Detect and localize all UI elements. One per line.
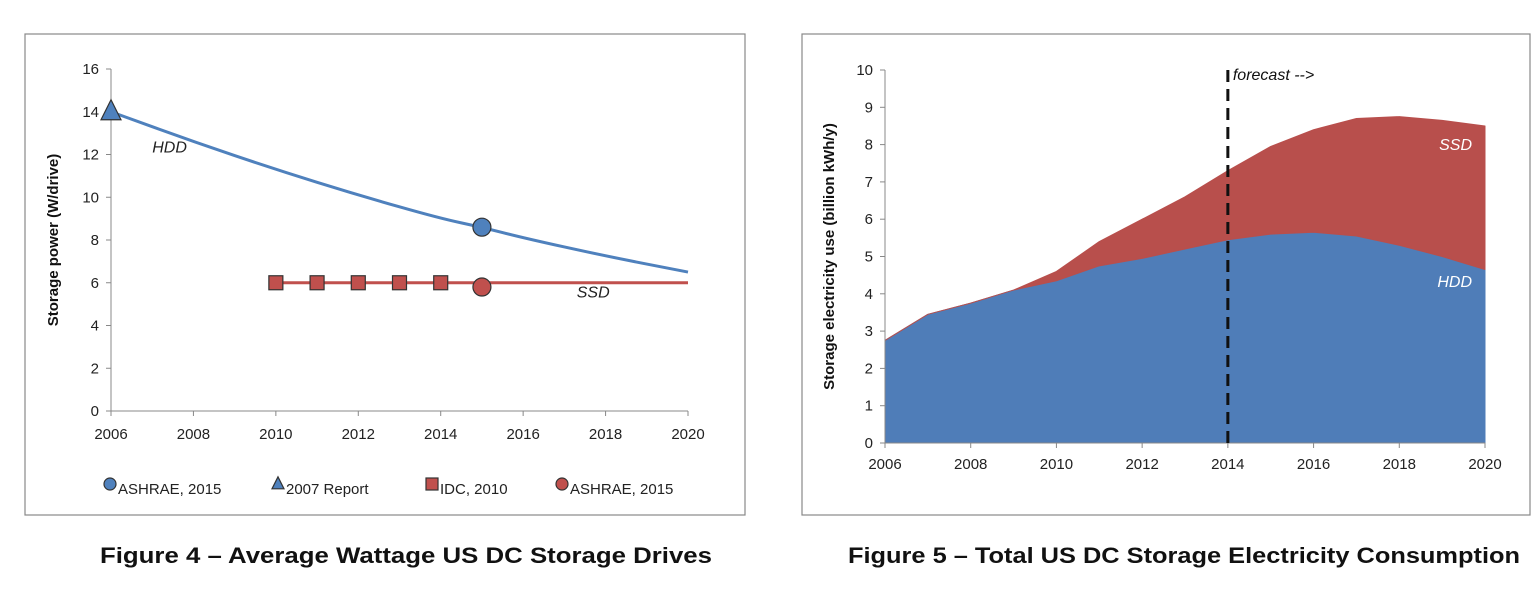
hdd-label: HDD xyxy=(152,139,187,156)
x-tick-label: 2018 xyxy=(589,426,622,443)
chart2-caption: Figure 5 – Total US DC Storage Electrici… xyxy=(848,543,1520,568)
y-tick-label: 2 xyxy=(865,360,873,377)
y-tick-label: 7 xyxy=(865,174,873,191)
x-tick-label: 2012 xyxy=(342,426,375,443)
x-tick-label: 2012 xyxy=(1125,456,1158,473)
y-tick-label: 8 xyxy=(91,232,99,249)
line-hdd xyxy=(110,110,689,274)
x-tick-label: 2018 xyxy=(1383,456,1416,473)
y-axis-label: Storage power (W/drive) xyxy=(45,154,62,327)
chart2: 2006 2008 2010 2012 2014 2016 2018 2020 0 1 2 3 4 5 6 7… xyxy=(821,62,1502,473)
legend-label: 2007 Report xyxy=(286,481,369,498)
y-tick-label: 8 xyxy=(865,137,873,154)
data-point-square xyxy=(433,275,449,291)
area-ssd xyxy=(884,116,1486,341)
y-tick-label: 9 xyxy=(865,99,873,116)
x-tick-label: 2006 xyxy=(868,456,901,473)
x-tick-label: 2008 xyxy=(954,456,987,473)
x-tick-label: 2014 xyxy=(424,426,457,443)
x-tick-label: 2008 xyxy=(177,426,210,443)
legend-marker-circle xyxy=(103,477,117,491)
hdd-label: HDD xyxy=(1437,274,1472,291)
x-tick-label: 2016 xyxy=(506,426,539,443)
legend-item: 2007 Report xyxy=(271,475,369,498)
forecast-label: forecast --> xyxy=(1233,67,1314,84)
x-tick-label: 2010 xyxy=(259,426,292,443)
y-tick-label: 16 xyxy=(82,61,99,78)
data-point-square xyxy=(309,275,325,291)
y-tick-label: 6 xyxy=(91,275,99,292)
x-tick-label: 2014 xyxy=(1211,456,1244,473)
y-tick-label: 6 xyxy=(865,211,873,228)
x-tick-label: 2006 xyxy=(94,426,127,443)
chart1-frame xyxy=(24,33,746,516)
legend-label: ASHRAE, 2015 xyxy=(570,481,673,498)
legend-label: ASHRAE, 2015 xyxy=(118,481,221,498)
y-tick-label: 2 xyxy=(91,360,99,377)
legend-item: IDC, 2010 xyxy=(425,477,508,498)
legend-marker-circle xyxy=(555,477,569,491)
y-tick-label: 0 xyxy=(91,403,99,420)
x-tick-label: 2010 xyxy=(1040,456,1073,473)
y-tick-label: 4 xyxy=(91,318,99,335)
data-point-circle xyxy=(472,217,492,237)
y-tick-label: 1 xyxy=(865,398,873,415)
x-tick-label: 2016 xyxy=(1297,456,1330,473)
legend-item: ASHRAE, 2015 xyxy=(103,477,221,498)
data-point-square xyxy=(268,275,284,291)
legend-label: IDC, 2010 xyxy=(440,481,508,498)
y-tick-label: 12 xyxy=(82,147,99,164)
chart1: 2006 2008 2010 2012 2014 2016 2018 2020 0 2 4 6 8 10 1… xyxy=(45,61,705,498)
y-axis-label: Storage electricity use (billion kWh/y) xyxy=(821,123,838,390)
data-point-triangle xyxy=(100,98,122,121)
data-point-circle xyxy=(472,277,492,297)
legend-item: ASHRAE, 2015 xyxy=(555,477,673,498)
legend-marker-square xyxy=(425,477,439,491)
data-point-square xyxy=(391,275,408,291)
ssd-label: SSD xyxy=(577,285,610,302)
data-point-square xyxy=(350,275,366,291)
x-tick-label: 2020 xyxy=(671,426,704,443)
y-tick-label: 4 xyxy=(865,286,873,303)
x-tick-label: 2020 xyxy=(1468,456,1501,473)
y-tick-label: 0 xyxy=(865,435,873,452)
ssd-label: SSD xyxy=(1439,137,1472,154)
y-tick-label: 10 xyxy=(82,189,99,206)
y-tick-label: 3 xyxy=(865,323,873,340)
y-tick-label: 5 xyxy=(865,249,873,266)
y-tick-label: 10 xyxy=(856,62,873,79)
chart1-caption: Figure 4 – Average Wattage US DC Storage… xyxy=(100,543,712,568)
legend-marker-triangle xyxy=(271,475,285,490)
y-tick-label: 14 xyxy=(82,104,99,121)
